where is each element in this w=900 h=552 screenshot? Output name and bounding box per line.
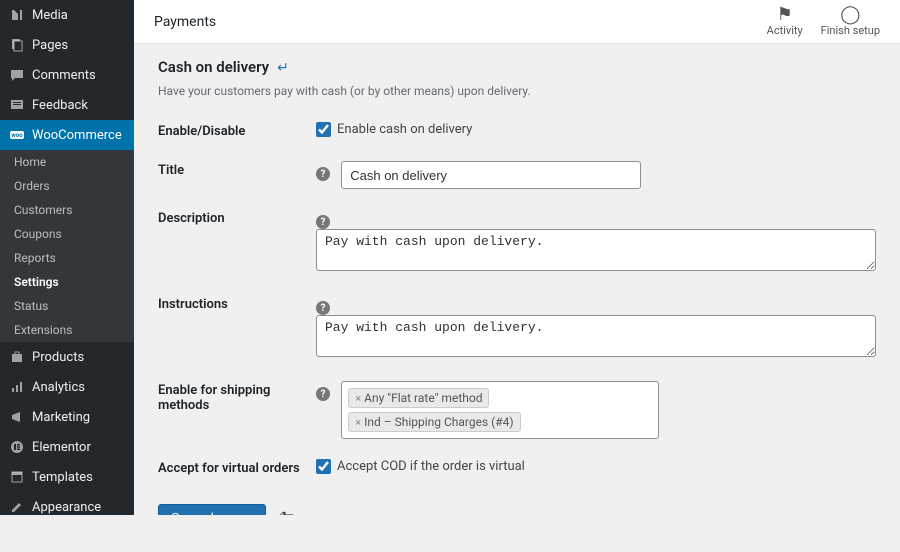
sidebar-item-comments[interactable]: Comments: [0, 60, 134, 90]
finish-setup-button[interactable]: ◯ Finish setup: [821, 6, 880, 37]
help-icon[interactable]: ?: [316, 301, 330, 315]
back-link[interactable]: ↵: [277, 60, 289, 76]
sidebar-sub-reports[interactable]: Reports: [0, 246, 134, 270]
admin-sidebar: Media Pages Comments Feedback woo WooCom…: [0, 0, 134, 515]
enable-checkbox-label: Enable cash on delivery: [337, 122, 472, 137]
sidebar-item-marketing[interactable]: Marketing: [0, 402, 134, 432]
activity-label: Activity: [767, 24, 803, 37]
sidebar-item-label: Plugins: [32, 530, 75, 545]
sidebar-item-label: Appearance: [32, 500, 101, 515]
enable-label: Enable/Disable: [158, 112, 316, 151]
help-icon[interactable]: ?: [316, 215, 330, 229]
page-subhead: Have your customers pay with cash (or by…: [158, 84, 876, 98]
save-button[interactable]: Save changes: [158, 504, 266, 515]
sidebar-item-templates[interactable]: Templates: [0, 462, 134, 492]
virtual-checkbox-label: Accept COD if the order is virtual: [337, 459, 525, 474]
sidebar-sub-settings[interactable]: Settings: [0, 270, 134, 294]
finish-setup-label: Finish setup: [821, 24, 880, 37]
sidebar-sub-customers[interactable]: Customers: [0, 198, 134, 222]
woo-icon: woo: [8, 126, 26, 144]
circle-icon: ◯: [821, 6, 880, 24]
sidebar-item-label: Media: [32, 8, 68, 23]
sidebar-item-label: Pages: [32, 38, 68, 53]
help-icon[interactable]: ?: [316, 167, 330, 181]
products-icon: [8, 348, 26, 366]
sidebar-item-label: Templates: [32, 470, 93, 485]
instructions-label: Instructions: [158, 285, 316, 371]
save-row: Save changes ➪: [158, 504, 876, 515]
page-head: Cash on delivery ↵: [158, 58, 876, 76]
virtual-checkbox[interactable]: [316, 459, 331, 474]
sidebar-item-appearance[interactable]: Appearance: [0, 492, 134, 522]
templates-icon: [8, 468, 26, 486]
settings-form: Enable/Disable Enable cash on delivery T…: [158, 112, 876, 488]
sidebar-item-elementor[interactable]: Elementor: [0, 432, 134, 462]
sidebar-sub-status[interactable]: Status: [0, 294, 134, 318]
sidebar-item-label: Comments: [32, 68, 96, 83]
sidebar-sub-home[interactable]: Home: [0, 150, 134, 174]
sidebar-item-label: Analytics: [32, 380, 85, 395]
sidebar-item-products[interactable]: Products: [0, 342, 134, 372]
topbar: Payments ⚑ Activity ◯ Finish setup: [134, 0, 900, 44]
sidebar-item-label: WooCommerce: [32, 128, 122, 143]
page-breadcrumb: Payments: [154, 14, 216, 30]
sidebar-item-feedback[interactable]: Feedback: [0, 90, 134, 120]
close-icon[interactable]: ×: [355, 392, 361, 405]
content-area: Payments ⚑ Activity ◯ Finish setup Cash …: [134, 0, 900, 515]
tag-label: Ind – Shipping Charges (#4): [364, 415, 513, 429]
arrow-annotation-icon: ➪: [276, 507, 294, 516]
shipping-label: Enable for shipping methods: [158, 371, 316, 449]
elementor-icon: [8, 438, 26, 456]
sidebar-item-woocommerce[interactable]: woo WooCommerce: [0, 120, 134, 150]
sidebar-item-label: Feedback: [32, 98, 88, 113]
help-icon[interactable]: ?: [316, 387, 330, 401]
main-panel: Cash on delivery ↵ Have your customers p…: [134, 44, 900, 515]
title-input[interactable]: [341, 161, 641, 189]
description-label: Description: [158, 199, 316, 285]
sidebar-submenu-woocommerce: Home Orders Customers Coupons Reports Se…: [0, 150, 134, 342]
sidebar-item-label: Elementor: [32, 440, 91, 455]
sidebar-item-plugins[interactable]: Plugins: [0, 522, 134, 552]
media-icon: [8, 6, 26, 24]
plugins-icon: [8, 528, 26, 546]
activity-button[interactable]: ⚑ Activity: [767, 6, 803, 37]
title-label: Title: [158, 151, 316, 199]
description-textarea[interactable]: Pay with cash upon delivery.: [316, 229, 876, 271]
tag-label: Any "Flat rate" method: [364, 391, 482, 405]
feedback-icon: [8, 96, 26, 114]
pages-icon: [8, 36, 26, 54]
sidebar-item-label: Products: [32, 350, 84, 365]
flag-icon: ⚑: [767, 6, 803, 24]
virtual-label: Accept for virtual orders: [158, 449, 316, 488]
sidebar-sub-orders[interactable]: Orders: [0, 174, 134, 198]
sidebar-sub-extensions[interactable]: Extensions: [0, 318, 134, 342]
shipping-tag[interactable]: ×Ind – Shipping Charges (#4): [348, 412, 520, 432]
close-icon[interactable]: ×: [355, 416, 361, 429]
shipping-multiselect[interactable]: ×Any "Flat rate" method ×Ind – Shipping …: [341, 381, 659, 439]
analytics-icon: [8, 378, 26, 396]
sidebar-sub-coupons[interactable]: Coupons: [0, 222, 134, 246]
shipping-tag[interactable]: ×Any "Flat rate" method: [348, 388, 489, 408]
enable-checkbox[interactable]: [316, 122, 331, 137]
app-root: Media Pages Comments Feedback woo WooCom…: [0, 0, 900, 515]
marketing-icon: [8, 408, 26, 426]
sidebar-item-media[interactable]: Media: [0, 0, 134, 30]
page-title: Cash on delivery: [158, 58, 269, 76]
sidebar-item-analytics[interactable]: Analytics: [0, 372, 134, 402]
instructions-textarea[interactable]: Pay with cash upon delivery.: [316, 315, 876, 357]
sidebar-item-pages[interactable]: Pages: [0, 30, 134, 60]
svg-text:woo: woo: [11, 132, 23, 139]
comments-icon: [8, 66, 26, 84]
appearance-icon: [8, 498, 26, 516]
sidebar-item-label: Marketing: [32, 410, 90, 425]
